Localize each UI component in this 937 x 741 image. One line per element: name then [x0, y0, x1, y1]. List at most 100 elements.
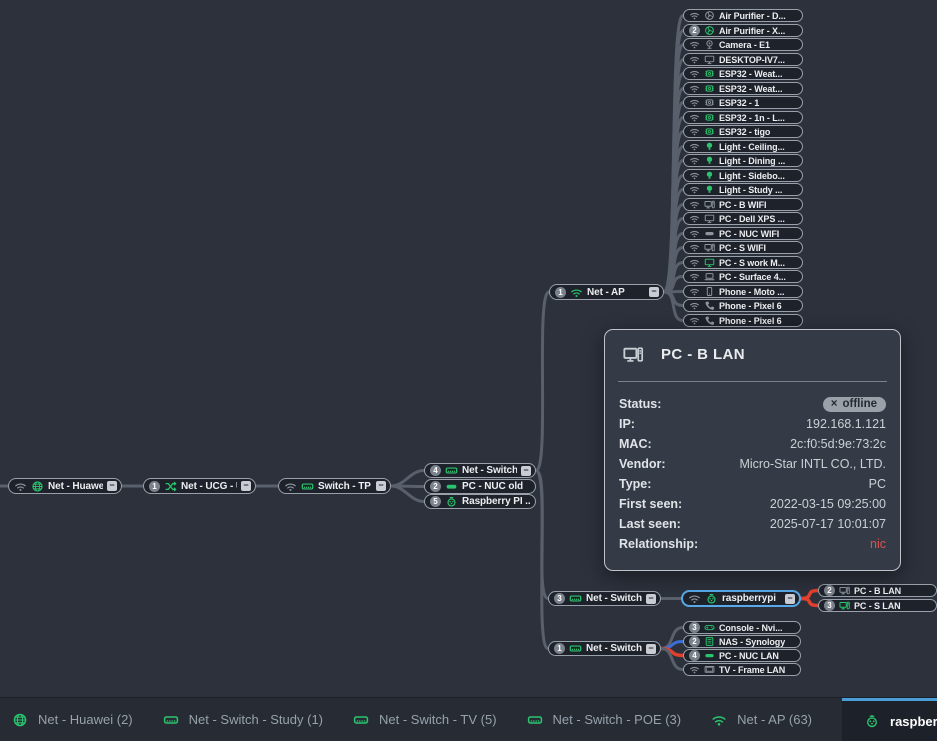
port-badge: 1	[555, 286, 566, 298]
node-label: ESP32 - 1	[719, 97, 760, 108]
graph-node-pc-nuc-lan[interactable]: 4 PC - NUC LAN	[683, 649, 801, 662]
node-label: Net - UCG - Ul...	[181, 480, 237, 492]
graph-node-d13[interactable]: PC - B WIFI	[683, 198, 803, 211]
fan-icon	[704, 25, 715, 36]
graph-node-d12[interactable]: Light - Study ...	[683, 183, 803, 196]
port-badge: 1	[554, 643, 565, 654]
tab-Net - Huawei (2)[interactable]: Net - Huawei (2)	[12, 712, 133, 728]
graph-node-console-nvidia[interactable]: 3 Console - Nvi...	[683, 621, 801, 634]
nas-icon	[704, 636, 715, 647]
node-label: ESP32 - 1n - L...	[719, 112, 785, 123]
graph-node-net-huawei[interactable]: Net - Huawei −	[8, 478, 122, 494]
wifi-icon	[689, 83, 700, 94]
shuffle-icon	[164, 480, 177, 493]
graph-node-raspberry-pi-old[interactable]: 5 Raspberry PI ...	[424, 494, 536, 509]
wifi-icon	[689, 300, 700, 311]
graph-node-d3[interactable]: DESKTOP-IV7...	[683, 53, 803, 66]
tab-Net - AP (63)[interactable]: Net - AP (63)	[711, 712, 812, 728]
popup-header: PC - B LAN	[605, 330, 900, 379]
collapse-button[interactable]: −	[107, 481, 117, 491]
tab-label: Net - Switch - Study (1)	[188, 712, 324, 727]
graph-node-d19[interactable]: Phone - Moto ...	[683, 285, 803, 298]
graph-node-d8[interactable]: ESP32 - tigo	[683, 125, 803, 138]
globe-icon	[12, 712, 28, 728]
popup-row-mac: MAC: 2c:f0:5d:9e:73:2c	[619, 434, 886, 454]
tab-Net - Switch - POE (3)[interactable]: Net - Switch - POE (3)	[527, 712, 682, 728]
node-label: PC - S WIFI	[719, 242, 766, 253]
graph-node-net-switch-bot[interactable]: 1 Net - Switch - ...−	[548, 641, 661, 656]
desktop-pc-icon	[621, 344, 645, 365]
globe-icon	[31, 480, 44, 493]
gamepad-icon	[704, 622, 715, 633]
graph-node-d5[interactable]: ESP32 - Weat...	[683, 82, 803, 95]
graph-node-d4[interactable]: ESP32 - Weat...	[683, 67, 803, 80]
collapse-button[interactable]: −	[241, 481, 251, 491]
tab-label: Net - Huawei (2)	[38, 712, 133, 727]
wifi-icon	[689, 286, 700, 297]
mobile-icon	[704, 286, 715, 297]
collapse-button[interactable]: −	[785, 593, 795, 604]
graph-node-net-switch-top[interactable]: 4 Net - Switch - ...−	[424, 463, 536, 478]
tab-label: Net - Switch - POE (3)	[552, 712, 682, 727]
x-icon: ×	[830, 397, 838, 410]
graph-node-pc-nuc-old[interactable]: 2 PC - NUC old	[424, 479, 536, 494]
graph-node-d0[interactable]: Air Purifier - D...	[683, 9, 803, 22]
minipc-icon	[445, 480, 458, 493]
graph-node-d9[interactable]: Light - Ceiling...	[683, 140, 803, 153]
node-label: Air Purifier - X...	[719, 25, 786, 36]
tab-Net - Switch - TV (5)[interactable]: Net - Switch - TV (5)	[353, 712, 497, 728]
raspberry-icon	[445, 495, 458, 508]
collapse-button[interactable]: −	[646, 643, 656, 654]
switch-icon	[301, 480, 314, 493]
graph-node-net-ap[interactable]: 1 Net - AP −	[549, 284, 664, 300]
port-badge: 3	[689, 622, 700, 633]
popup-divider	[618, 381, 887, 382]
graph-node-tv-frame-lan[interactable]: TV - Frame LAN	[683, 663, 801, 676]
node-label: Light - Sidebo...	[719, 170, 785, 181]
switch-icon	[527, 712, 543, 728]
last-seen-value: 2025-07-17 10:01:07	[769, 517, 886, 531]
graph-node-d16[interactable]: PC - S WIFI	[683, 241, 803, 254]
graph-node-d17[interactable]: PC - S work M...	[683, 256, 803, 269]
collapse-button[interactable]: −	[376, 481, 386, 491]
graph-node-pc-b-lan[interactable]: 2 PC - B LAN	[818, 584, 937, 597]
popup-title: PC - B LAN	[661, 346, 745, 363]
collapse-button[interactable]: −	[646, 593, 656, 604]
graph-node-d18[interactable]: PC - Surface 4...	[683, 270, 803, 283]
graph-node-d7[interactable]: ESP32 - 1n - L...	[683, 111, 803, 124]
collapse-button[interactable]: −	[521, 465, 531, 476]
last-seen-label: Last seen:	[619, 517, 681, 531]
port-badge: 1	[149, 480, 160, 492]
tab-raspberrypi (2)[interactable]: raspberrypi (2)	[842, 697, 937, 741]
graph-node-raspberrypi[interactable]: raspberrypi −	[681, 590, 801, 607]
graph-node-net-switch-mid[interactable]: 3 Net - Switch - ...−	[548, 591, 661, 606]
status-label: Status:	[619, 397, 662, 411]
status-badge: × offline	[822, 396, 886, 412]
graph-node-d6[interactable]: ESP32 - 1	[683, 96, 803, 109]
node-label: PC - S work M...	[719, 257, 785, 268]
graph-node-d20[interactable]: Phone - Pixel 6	[683, 299, 803, 312]
node-label: Phone - Pixel 6	[719, 315, 782, 326]
port-badge: 4	[430, 465, 441, 476]
raspberry-icon	[705, 592, 718, 605]
graph-node-d1[interactable]: 2 Air Purifier - X...	[683, 24, 803, 37]
popup-row-status: Status: × offline	[619, 394, 886, 414]
tab-Net - Switch - Study (1)[interactable]: Net - Switch - Study (1)	[163, 712, 323, 728]
graph-node-switch-tp[interactable]: Switch - TP li...−	[278, 478, 391, 494]
graph-node-d14[interactable]: PC - Dell XPS ...	[683, 212, 803, 225]
node-label: PC - Dell XPS ...	[719, 213, 785, 224]
port-badge: 3	[554, 593, 565, 604]
type-label: Type:	[619, 477, 652, 491]
graph-node-nas-synology[interactable]: 2 NAS - Synology	[683, 635, 801, 648]
bulb-icon	[704, 184, 715, 195]
switch-icon	[445, 464, 458, 477]
port-badge: 5	[430, 496, 441, 507]
graph-node-d10[interactable]: Light - Dining ...	[683, 154, 803, 167]
collapse-button[interactable]: −	[649, 287, 659, 297]
graph-node-d11[interactable]: Light - Sidebo...	[683, 169, 803, 182]
graph-node-d15[interactable]: PC - NUC WIFI	[683, 227, 803, 240]
graph-node-d21[interactable]: Phone - Pixel 6	[683, 314, 803, 327]
graph-node-net-ucg[interactable]: 1 Net - UCG - Ul...−	[143, 478, 256, 494]
graph-node-pc-s-lan[interactable]: 3 PC - S LAN	[818, 599, 937, 612]
graph-node-d2[interactable]: Camera - E1	[683, 38, 803, 51]
